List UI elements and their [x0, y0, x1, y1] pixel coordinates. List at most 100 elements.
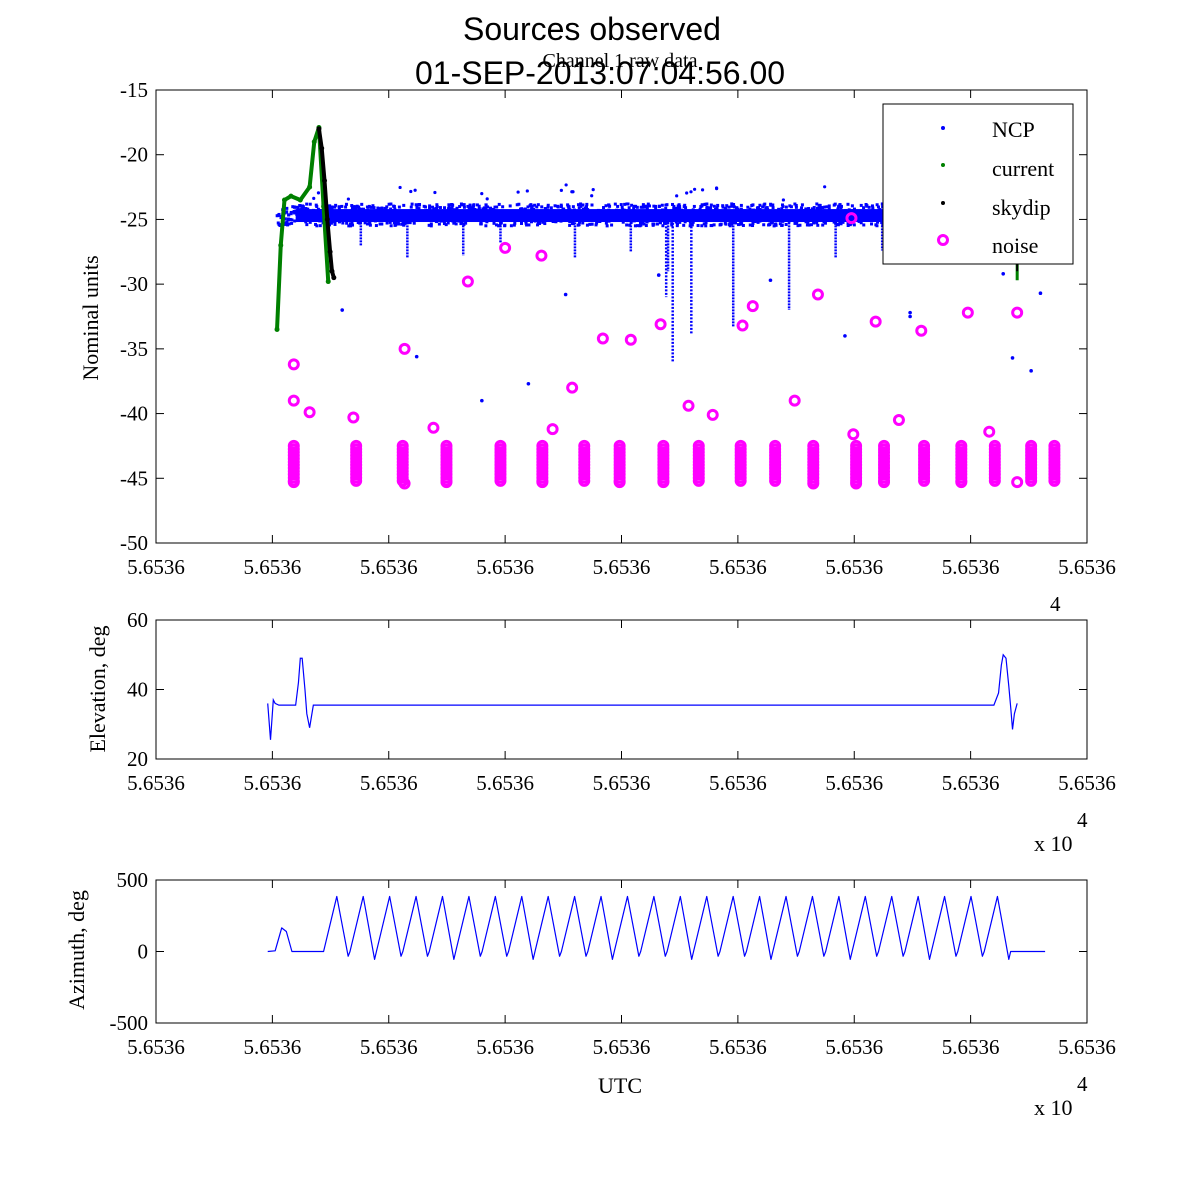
legend-label-current: current	[992, 156, 1054, 181]
ncp-point	[446, 207, 450, 211]
ncp-point	[675, 224, 679, 228]
subplot-3-xscale-label: x 10	[1034, 1095, 1073, 1120]
ncp-point	[468, 203, 472, 207]
ncp-point	[812, 221, 816, 225]
ncp-point	[730, 202, 734, 206]
ncp-point	[629, 220, 633, 224]
ncp-point	[793, 221, 797, 225]
ncp-point	[806, 221, 810, 225]
ncp-point	[497, 202, 501, 206]
ncp-point	[363, 221, 367, 225]
ncp-point	[613, 202, 617, 206]
ncp-point	[604, 204, 608, 208]
ncp-point	[876, 205, 880, 209]
ncp-point	[480, 192, 484, 196]
ncp-point	[708, 206, 712, 210]
ncp-point	[509, 224, 513, 228]
ncp-point	[433, 190, 437, 195]
x-tick-label: 5.6536	[244, 555, 302, 579]
ncp-point	[578, 220, 582, 224]
ncp-point	[762, 203, 766, 207]
ncp-point	[825, 205, 829, 209]
ncp-point	[337, 205, 341, 209]
ncp-point	[638, 224, 642, 228]
ncp-point	[771, 206, 775, 210]
axes-frame	[155, 619, 1088, 760]
noise-point	[706, 408, 719, 421]
ncp-point	[627, 206, 631, 210]
noise-point	[746, 300, 759, 313]
ncp-point	[768, 278, 773, 283]
y-tick-label: -50	[120, 531, 148, 555]
ncp-point	[815, 206, 819, 210]
ncp-point	[793, 202, 797, 206]
y-tick-label: -45	[120, 466, 148, 490]
x-tick-label: 5.6536	[709, 771, 767, 795]
ncp-point	[709, 224, 713, 228]
legend-label-skydip: skydip	[992, 195, 1051, 220]
ncp-point	[723, 221, 727, 225]
ncp-point	[660, 203, 664, 207]
noise-point	[845, 212, 858, 225]
ncp-point	[536, 223, 540, 227]
ncp-point	[748, 207, 752, 211]
ncp-point	[415, 205, 419, 209]
ncp-point	[397, 205, 401, 209]
ncp-point	[385, 221, 389, 225]
ncp-point	[699, 205, 703, 209]
ncp-point	[380, 222, 384, 226]
ncp-point	[387, 202, 391, 206]
ncp-point	[838, 203, 842, 207]
ncp-point	[298, 204, 302, 208]
ncp-point	[1038, 291, 1043, 296]
ncp-point	[527, 223, 531, 227]
ncp-point	[607, 203, 611, 207]
ncp-point	[640, 221, 644, 225]
ncp-point	[318, 224, 322, 228]
ncp-point	[392, 221, 396, 225]
ncp-point	[632, 206, 636, 210]
ncp-point	[758, 203, 762, 207]
ncp-point	[812, 206, 816, 210]
ncp-point	[333, 221, 337, 225]
ncp-point	[655, 222, 659, 226]
ncp-point	[535, 205, 539, 209]
ncp-point	[585, 223, 589, 227]
y-tick-label: -30	[120, 272, 148, 296]
ncp-point	[351, 223, 355, 227]
ncp-point	[634, 204, 638, 208]
ncp-point	[435, 203, 439, 207]
x-tick-label: 5.6536	[942, 555, 1000, 579]
ncp-point	[546, 203, 550, 207]
legend-label-ncp: NCP	[992, 117, 1035, 142]
ncp-point	[389, 207, 393, 211]
noise-point	[847, 428, 860, 441]
ncp-point	[736, 223, 740, 227]
ncp-point	[678, 204, 682, 208]
ncp-point	[536, 203, 540, 207]
noise-point	[494, 474, 507, 487]
ncp-point	[308, 220, 312, 224]
ncp-point	[377, 207, 381, 211]
ncp-point	[641, 205, 645, 209]
ncp-point	[475, 203, 479, 207]
ncp-point	[479, 222, 483, 226]
noise-point	[398, 342, 411, 355]
ncp-point	[739, 203, 743, 207]
ncp-point	[767, 223, 771, 227]
skydip-series	[316, 126, 1019, 281]
ncp-point	[438, 206, 442, 210]
ncp-point	[479, 220, 483, 224]
subplot-3-xlabel: UTC	[598, 1073, 642, 1098]
ncp-point	[567, 205, 571, 209]
current-point	[278, 242, 284, 248]
ncp-point	[455, 206, 459, 210]
noise-point	[287, 358, 300, 371]
ncp-point	[398, 185, 402, 190]
noise-point	[1025, 474, 1038, 487]
ncp-point	[495, 205, 499, 209]
ncp-point	[559, 188, 563, 192]
ncp-point	[393, 223, 397, 227]
ncp-point	[452, 221, 456, 225]
